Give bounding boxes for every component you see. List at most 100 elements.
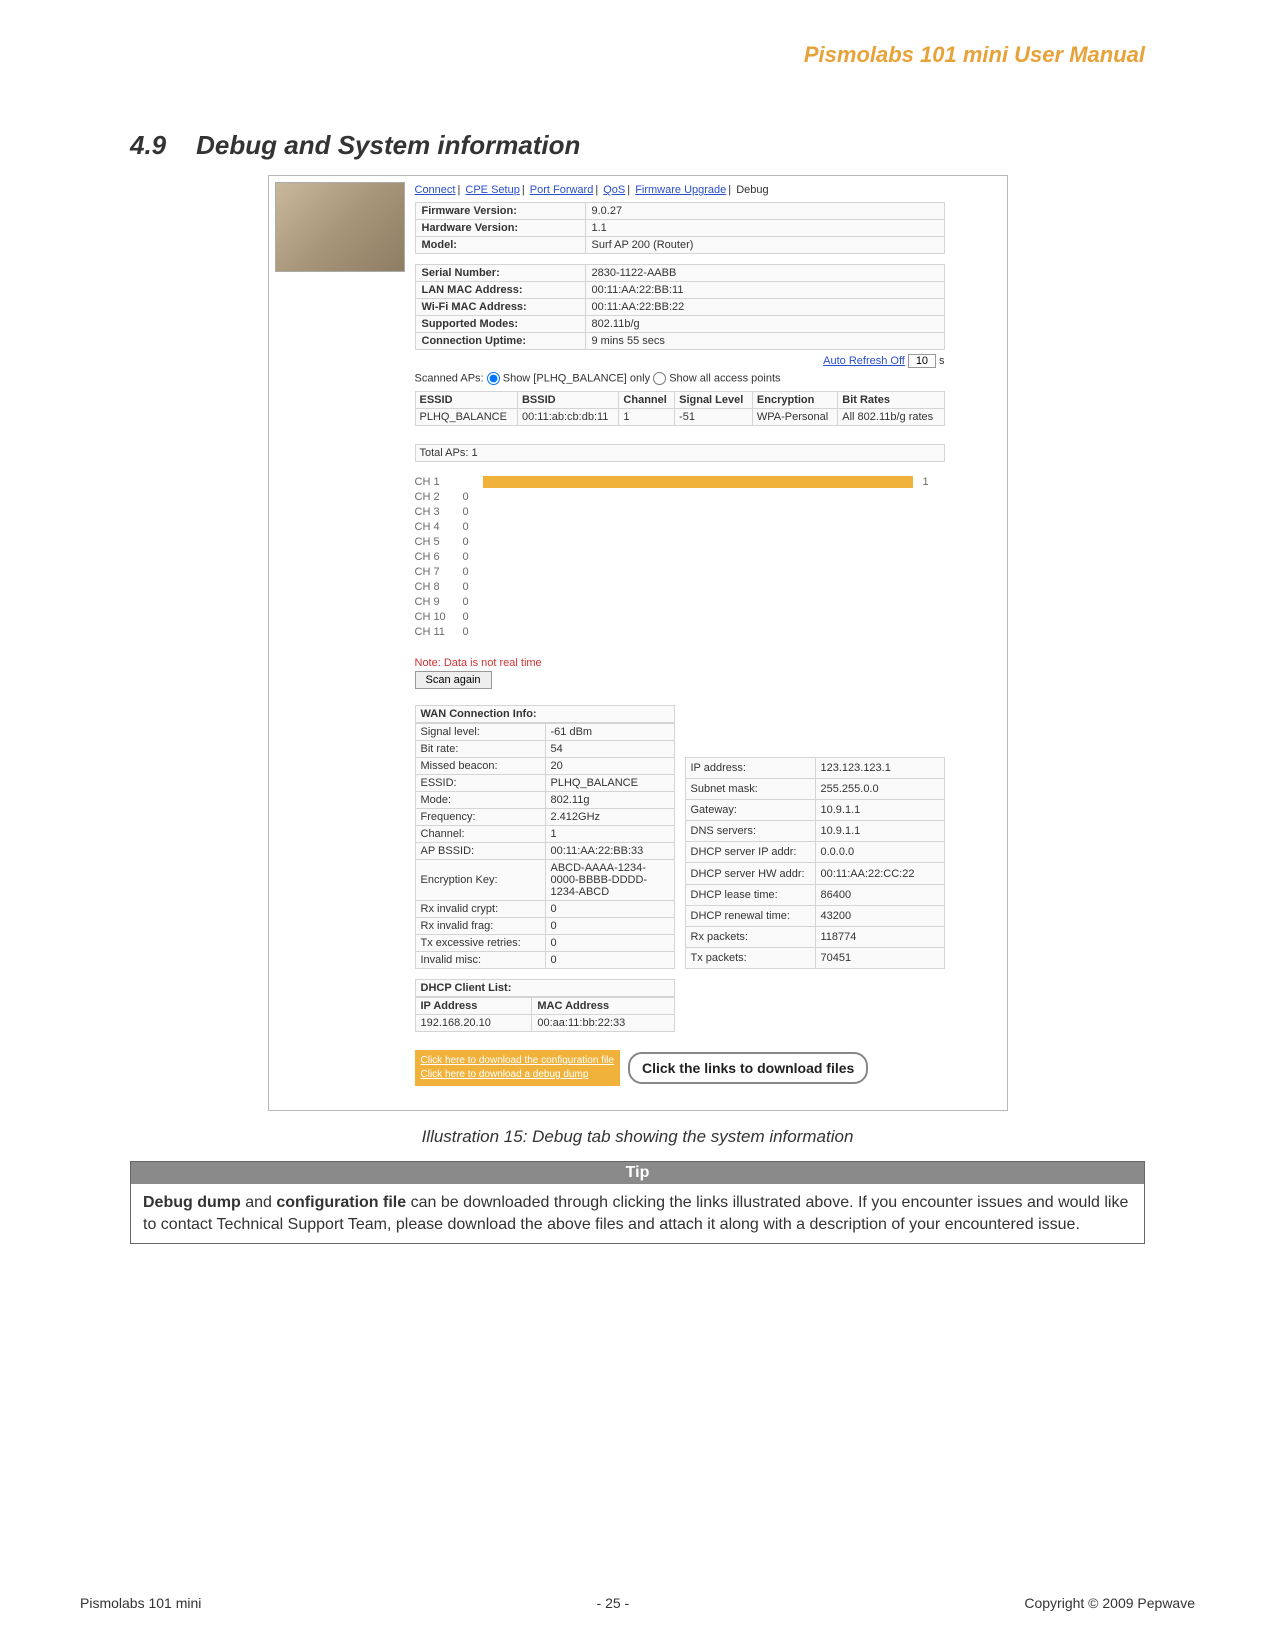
radio-show-selected[interactable] bbox=[487, 372, 500, 385]
channel-row: CH 50 bbox=[415, 534, 945, 549]
wan-label: DHCP lease time: bbox=[685, 884, 815, 905]
auto-refresh-input[interactable] bbox=[908, 354, 936, 368]
wan-label: Invalid misc: bbox=[415, 952, 545, 969]
download-links-box: Click here to download the configuration… bbox=[415, 1050, 620, 1086]
wan-value: 1 bbox=[545, 826, 674, 843]
ap-header: ESSID bbox=[415, 392, 517, 409]
wan-label: Signal level: bbox=[415, 724, 545, 741]
download-row: Click here to download the configuration… bbox=[415, 1050, 1001, 1086]
section-title: Debug and System information bbox=[196, 130, 580, 161]
tab-connect[interactable]: Connect bbox=[415, 184, 456, 196]
wan-label: Bit rate: bbox=[415, 741, 545, 758]
wan-value: 20 bbox=[545, 758, 674, 775]
ap-cell: 00:11:ab:cb:db:11 bbox=[517, 409, 618, 426]
radio-show-all[interactable] bbox=[653, 372, 666, 385]
channel-row: CH 1 1 bbox=[415, 474, 945, 489]
wan-value: 802.11g bbox=[545, 792, 674, 809]
wan-value: 0 bbox=[545, 935, 674, 952]
channel-value: 0 bbox=[463, 521, 477, 533]
ap-header: BSSID bbox=[517, 392, 618, 409]
header-band: Pismolabs 101 mini User Manual bbox=[0, 0, 1275, 110]
wan-left-table: Signal level:-61 dBmBit rate:54Missed be… bbox=[415, 723, 675, 969]
wan-label: Tx excessive retries: bbox=[415, 935, 545, 952]
wan-value: 70451 bbox=[815, 947, 944, 968]
channel-row: CH 30 bbox=[415, 504, 945, 519]
dhcp-col-mac: MAC Address bbox=[532, 998, 674, 1015]
section-heading: 4.9 Debug and System information bbox=[130, 130, 1145, 161]
illustration-caption: Illustration 15: Debug tab showing the s… bbox=[130, 1127, 1145, 1147]
channel-label: CH 11 bbox=[415, 626, 457, 638]
wan-right-table: IP address:123.123.123.1Subnet mask:255.… bbox=[685, 757, 945, 969]
info-label: Model: bbox=[415, 237, 585, 254]
info-label: Supported Modes: bbox=[415, 316, 585, 333]
dhcp-row-ip: 192.168.20.10 bbox=[415, 1015, 532, 1032]
channel-row: CH 80 bbox=[415, 579, 945, 594]
channel-label: CH 2 bbox=[415, 491, 457, 503]
scan-again-button[interactable]: Scan again bbox=[415, 671, 492, 689]
wan-value: 123.123.123.1 bbox=[815, 758, 944, 779]
wan-label: Subnet mask: bbox=[685, 779, 815, 800]
photo-thumbnail bbox=[275, 182, 405, 272]
radio-show-selected-label: Show [PLHQ_BALANCE] only bbox=[503, 372, 650, 384]
wan-label: Tx packets: bbox=[685, 947, 815, 968]
wan-value: 255.255.0.0 bbox=[815, 779, 944, 800]
wan-value: PLHQ_BALANCE bbox=[545, 775, 674, 792]
system-info-table-1: Firmware Version:9.0.27Hardware Version:… bbox=[415, 202, 945, 254]
wan-value: 10.9.1.1 bbox=[815, 800, 944, 821]
channel-count: 1 bbox=[923, 476, 929, 488]
info-value: 802.11b/g bbox=[585, 316, 944, 333]
info-value: 9 mins 55 secs bbox=[585, 333, 944, 350]
wan-label: DHCP server HW addr: bbox=[685, 863, 815, 884]
wan-value: 54 bbox=[545, 741, 674, 758]
channel-row: CH 4 0 bbox=[415, 519, 945, 534]
channel-row: CH 100 bbox=[415, 609, 945, 624]
wan-value: 0 bbox=[545, 901, 674, 918]
info-value: Surf AP 200 (Router) bbox=[585, 237, 944, 254]
tab-cpe-setup[interactable]: CPE Setup bbox=[465, 184, 519, 196]
wan-label: Missed beacon: bbox=[415, 758, 545, 775]
download-callout: Click the links to download files bbox=[628, 1052, 868, 1084]
footer-right: Copyright © 2009 Pepwave bbox=[1024, 1595, 1195, 1611]
tip-bold-1: Debug dump bbox=[143, 1194, 241, 1211]
wan-value: 118774 bbox=[815, 926, 944, 947]
tip-mid: and bbox=[241, 1194, 277, 1211]
dhcp-client-table: IP Address MAC Address 192.168.20.10 00:… bbox=[415, 997, 675, 1032]
tab-firmware-upgrade[interactable]: Firmware Upgrade bbox=[635, 184, 726, 196]
channel-label: CH 1 bbox=[415, 476, 457, 488]
radio-show-all-label: Show all access points bbox=[669, 372, 780, 384]
channel-row: CH 11 0 bbox=[415, 624, 945, 639]
channel-label: CH 5 bbox=[415, 536, 457, 548]
info-label: LAN MAC Address: bbox=[415, 282, 585, 299]
info-value: 00:11:AA:22:BB:11 bbox=[585, 282, 944, 299]
wan-value: 0.0.0.0 bbox=[815, 842, 944, 863]
wan-value: ABCD-AAAA-1234-0000-BBBB-DDDD-1234-ABCD bbox=[545, 860, 674, 901]
wan-label: AP BSSID: bbox=[415, 843, 545, 860]
channel-value: 0 bbox=[463, 551, 477, 563]
auto-refresh-link[interactable]: Auto Refresh Off bbox=[823, 355, 905, 367]
wan-value: -61 dBm bbox=[545, 724, 674, 741]
wan-value: 00:11:AA:22:BB:33 bbox=[545, 843, 674, 860]
tab-port-forward[interactable]: Port Forward bbox=[530, 184, 594, 196]
scanned-aps-filter: Scanned APs: Show [PLHQ_BALANCE] only Sh… bbox=[415, 372, 1001, 385]
channel-label: CH 9 bbox=[415, 596, 457, 608]
wan-label: Rx invalid frag: bbox=[415, 918, 545, 935]
note-realtime: Note: Data is not real time bbox=[415, 657, 1001, 669]
channel-value: 0 bbox=[463, 626, 477, 638]
channel-value: 0 bbox=[463, 581, 477, 593]
channel-row: CH 60 bbox=[415, 549, 945, 564]
channel-row: CH 20 bbox=[415, 489, 945, 504]
ap-header: Channel bbox=[619, 392, 675, 409]
tab-nav: Connect| CPE Setup| Port Forward| QoS| F… bbox=[415, 182, 1001, 202]
wan-label: ESSID: bbox=[415, 775, 545, 792]
channel-label: CH 4 bbox=[415, 521, 457, 533]
info-label: Firmware Version: bbox=[415, 203, 585, 220]
channel-label: CH 3 bbox=[415, 506, 457, 518]
ap-cell: All 802.11b/g rates bbox=[838, 409, 944, 426]
channel-row: CH 70 bbox=[415, 564, 945, 579]
wan-value: 0 bbox=[545, 952, 674, 969]
section-number: 4.9 bbox=[130, 130, 166, 161]
tab-qos[interactable]: QoS bbox=[603, 184, 625, 196]
download-config-link[interactable]: Click here to download the configuration… bbox=[421, 1054, 614, 1068]
download-debug-link[interactable]: Click here to download a debug dump bbox=[421, 1068, 614, 1082]
footer-center: - 25 - bbox=[597, 1595, 630, 1611]
